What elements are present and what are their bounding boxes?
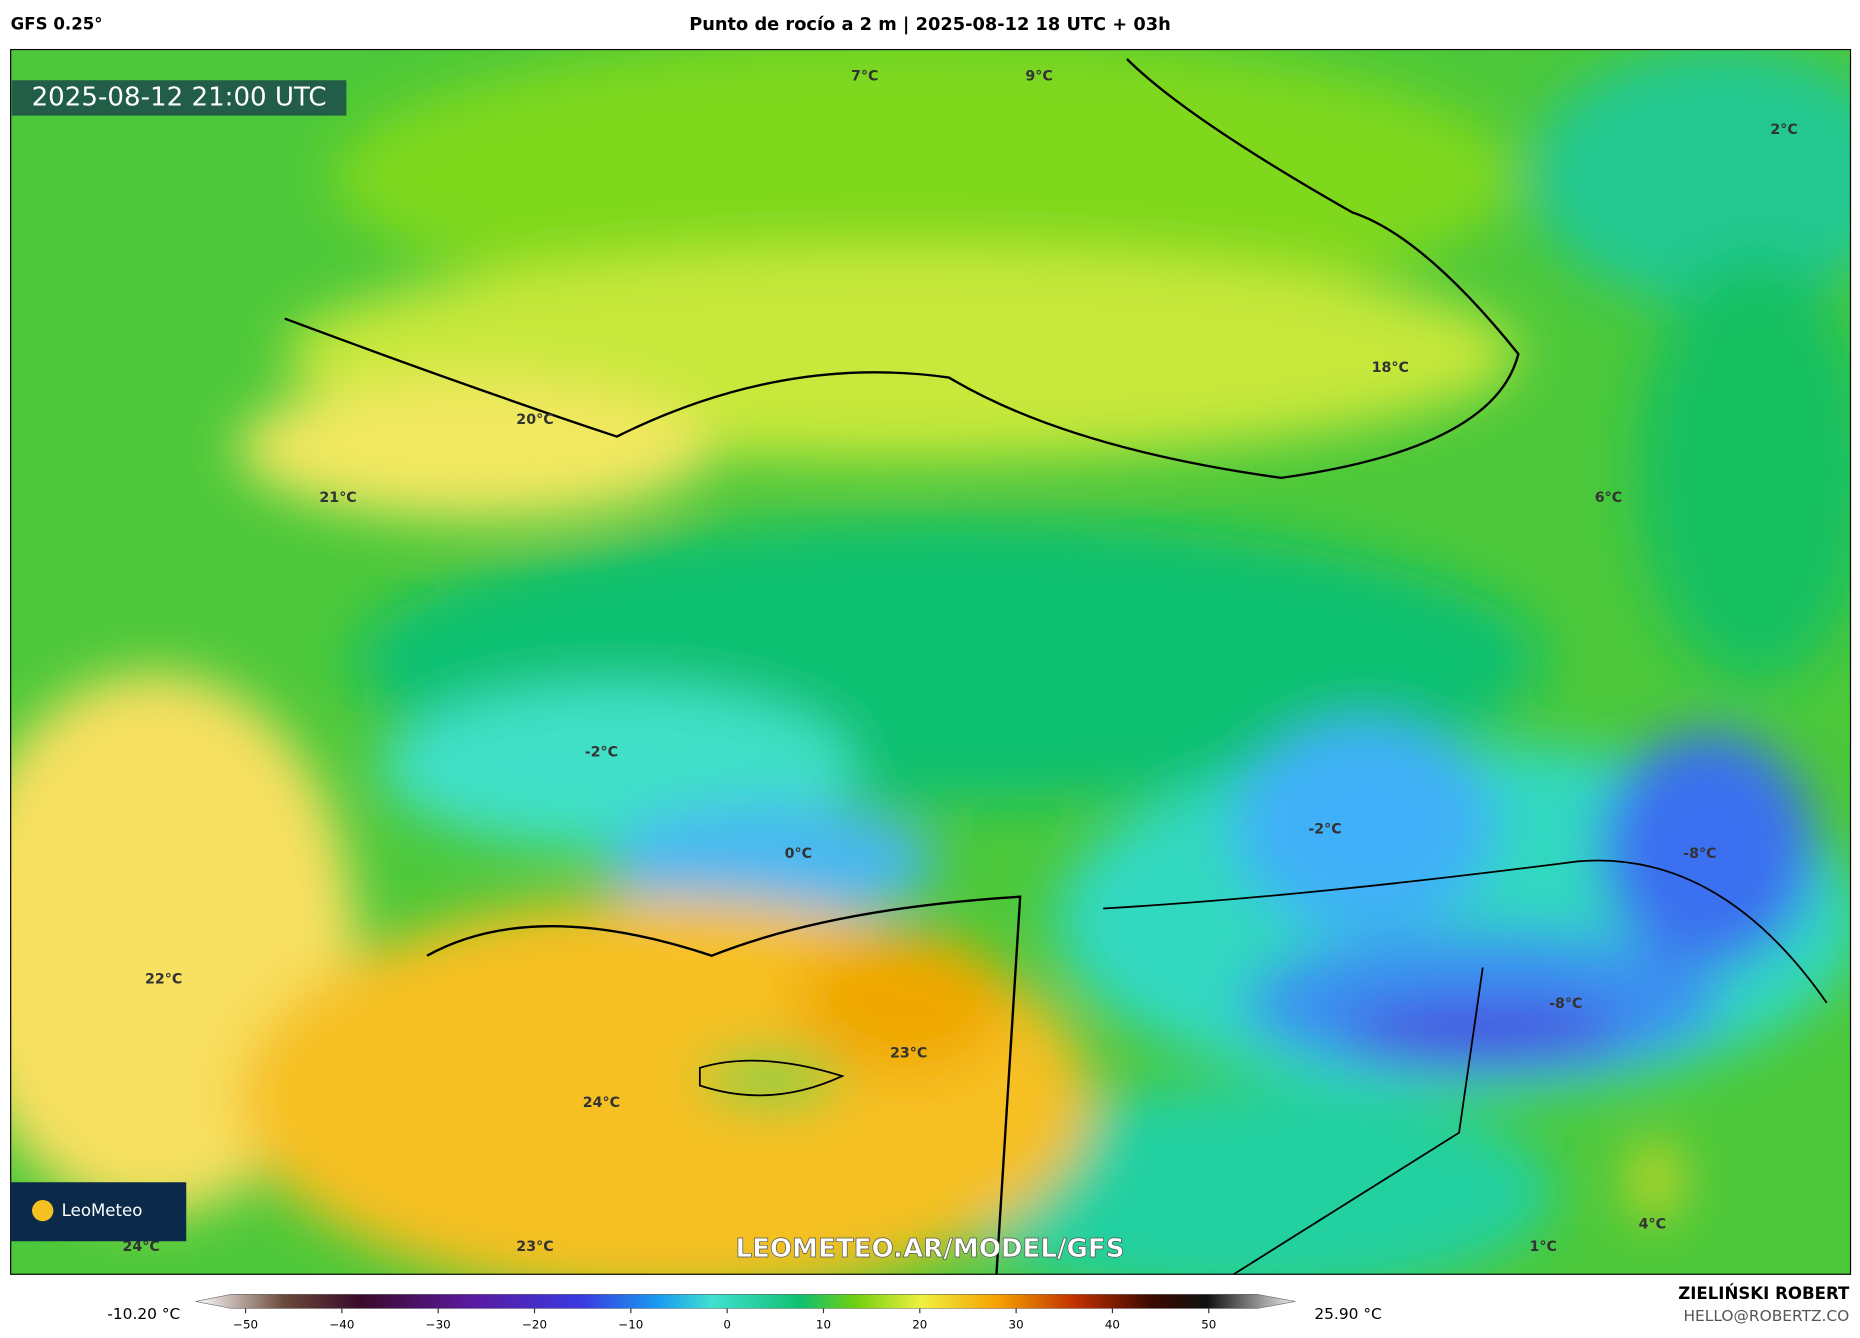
colorbar-min: -10.20 °C [107,1305,180,1323]
temperature-label: 9°C [1025,69,1052,85]
timestamp: 2025-08-12 21:00 UTC [32,82,327,112]
model-name: GFS 0.25° [11,14,103,33]
colorbar [195,1294,1296,1309]
timestamp-bg [11,80,347,116]
temperature-label: 20°C [516,412,553,428]
temperature-label: 24°C [122,1239,159,1255]
logo-sun [32,1199,54,1222]
temperature-label: 2°C [1770,122,1797,138]
colorbar-tick-label: −40 [329,1318,354,1332]
map-frame [10,48,1852,1275]
colorbar-max: 25.90 °C [1314,1305,1381,1323]
author: ZIELIŃSKI ROBERT [1678,1284,1850,1303]
temperature-label: -8°C [1683,846,1716,862]
temperature-label: 4°C [1639,1217,1666,1233]
temperature-label: -8°C [1549,996,1582,1012]
temperature-label: 22°C [145,971,182,987]
watermark: LEOMETEO.AR/MODEL/GFS [735,1234,1124,1264]
temperature-label: 6°C [1595,490,1622,506]
colorbar-tick-label: 30 [1009,1318,1024,1332]
temperature-label: 18°C [1372,360,1409,376]
colorbar-ticks: −50 −40 −30 −20 −10 0 10 20 30 40 50 [233,1308,1216,1332]
email: HELLO@ROBERTZ.CO [1683,1307,1849,1325]
map-title: Punto de rocío a 2 m | 2025-08-12 18 UTC… [689,15,1171,35]
temperature-label: 23°C [890,1046,927,1062]
temperature-label: 1°C [1530,1239,1557,1255]
colorbar-tick-label: 10 [816,1318,831,1332]
temperature-label: 21°C [319,490,356,506]
colorbar-tick-label: −50 [233,1318,258,1332]
temperature-label: 7°C [851,69,878,85]
temperature-label: -2°C [585,745,618,761]
colorbar-tick-label: −10 [618,1318,643,1332]
temperature-label: -2°C [1308,821,1341,837]
colorbar-tick-label: 0 [723,1318,731,1332]
temperature-label: 24°C [583,1095,620,1111]
temperature-labels: 7°C 9°C 2°C 18°C 20°C 21°C 6°C -2°C 0°C -2°C -8°C -… [122,69,1797,1255]
colorbar-tick-label: −30 [426,1318,451,1332]
temperature-label: 23°C [516,1239,553,1255]
logo: LeoMeteo [62,1201,143,1220]
colorbar-tick-label: 50 [1201,1318,1216,1332]
colorbar-tick-label: 20 [912,1318,927,1332]
temperature-label: 0°C [785,846,812,862]
colorbar-tick-label: 40 [1105,1318,1120,1332]
map [10,49,1851,1275]
colorbar-tick-label: −20 [522,1318,547,1332]
